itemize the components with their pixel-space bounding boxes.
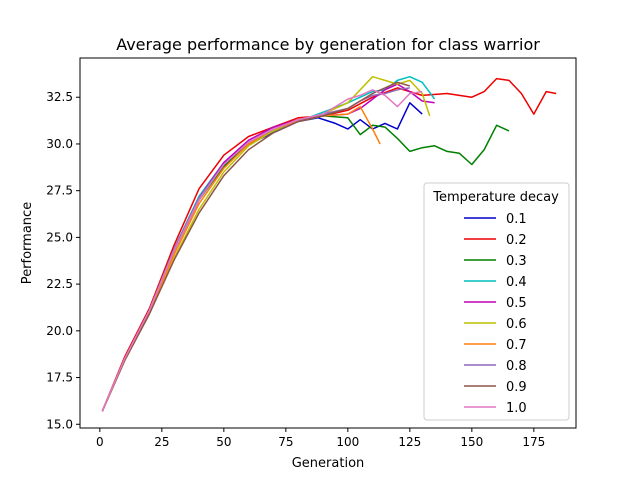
x-tick-label: 125 — [398, 435, 421, 449]
chart-title: Average performance by generation for cl… — [116, 35, 540, 54]
y-tick-label: 15.0 — [46, 417, 73, 431]
legend: Temperature decay 0.10.20.30.40.50.60.70… — [423, 182, 570, 421]
series-line-0-1 — [101, 102, 423, 412]
legend-label-0-8: 0.8 — [506, 359, 527, 374]
legend-label-1-0: 1.0 — [506, 401, 527, 416]
x-tick-label: 50 — [216, 435, 231, 449]
legend-title: Temperature decay — [432, 190, 559, 205]
legend-label-0-4: 0.4 — [506, 275, 527, 290]
x-tick-label: 0 — [96, 435, 104, 449]
x-tick-label: 75 — [278, 435, 293, 449]
x-tick-label: 175 — [522, 435, 545, 449]
series-line-0-9 — [101, 81, 411, 412]
y-axis-label: Performance — [20, 202, 35, 284]
y-tick-label: 25.0 — [46, 230, 73, 244]
legend-label-0-2: 0.2 — [506, 233, 527, 248]
legend-label-0-3: 0.3 — [506, 254, 527, 269]
y-tick-label: 17.5 — [46, 371, 73, 385]
legend-items: 0.1 0.2 0.3 0.4 0.5 0.6 0.7 0.8 0.9 1.0 — [464, 212, 527, 416]
series-line-0-2 — [101, 77, 557, 412]
series-line-0-7 — [101, 105, 381, 412]
legend-label-0-5: 0.5 — [506, 296, 527, 311]
y-axis: 15.0 17.5 20.0 22.5 25.0 27.5 30.0 32.5 — [46, 90, 80, 431]
legend-label-0-7: 0.7 — [506, 338, 527, 353]
series-line-1-0 — [101, 89, 423, 412]
y-tick-label: 20.0 — [46, 324, 73, 338]
y-tick-label: 22.5 — [46, 277, 73, 291]
y-tick-label: 27.5 — [46, 184, 73, 198]
x-tick-label: 25 — [154, 435, 169, 449]
legend-box — [423, 182, 570, 421]
legend-label-0-6: 0.6 — [506, 317, 527, 332]
y-tick-label: 30.0 — [46, 137, 73, 151]
y-tick-label: 32.5 — [46, 90, 73, 104]
x-axis-label: Generation — [292, 456, 365, 471]
x-tick-label: 150 — [460, 435, 483, 449]
plot-frame — [79, 57, 577, 429]
x-axis: 0 25 50 75 100 125 150 175 — [96, 428, 545, 449]
x-tick-label: 100 — [336, 435, 359, 449]
plot-lines — [101, 75, 557, 412]
legend-label-0-9: 0.9 — [506, 380, 527, 395]
legend-label-0-1: 0.1 — [506, 212, 527, 227]
